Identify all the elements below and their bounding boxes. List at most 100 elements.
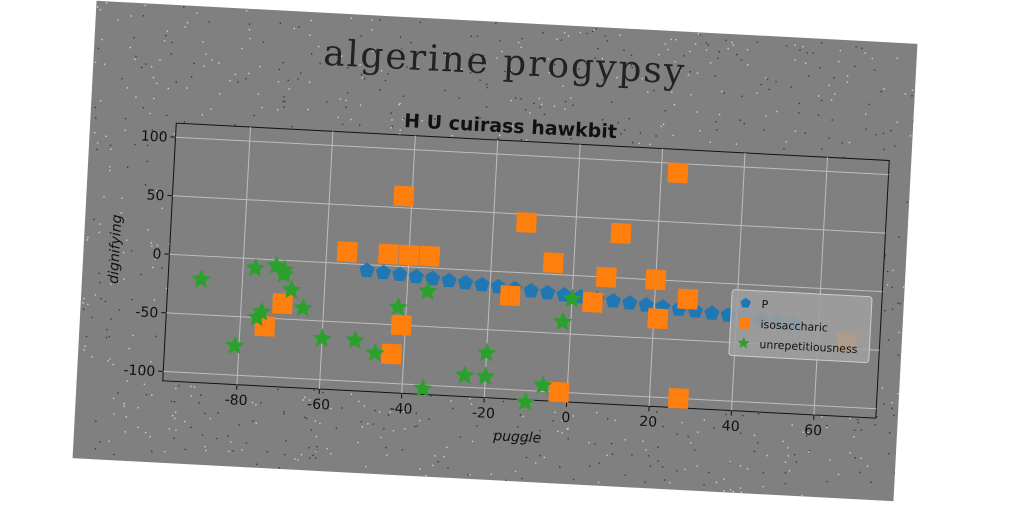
noise-dot	[123, 278, 125, 280]
y-tick-label: 50	[146, 187, 165, 204]
noise-dot	[883, 148, 885, 151]
x-grid-line	[318, 131, 334, 390]
noise-dot	[249, 37, 251, 40]
noise-dot	[729, 461, 731, 463]
noise-dot	[595, 28, 597, 30]
noise-dot	[828, 137, 830, 139]
data-marks	[191, 162, 858, 411]
point-star	[418, 280, 438, 301]
noise-dot	[641, 77, 644, 80]
noise-dot	[140, 66, 143, 69]
noise-dot	[387, 414, 390, 416]
point-square	[647, 308, 669, 330]
noise-dot	[335, 427, 338, 430]
noise-dot	[563, 108, 566, 110]
noise-dot	[533, 102, 535, 105]
noise-dot	[137, 407, 139, 409]
noise-dot	[812, 52, 815, 54]
noise-dot	[606, 40, 608, 42]
noise-dot	[642, 424, 645, 427]
noise-dot	[542, 31, 544, 34]
noise-dot	[124, 129, 127, 131]
noise-dot	[297, 459, 299, 461]
y-axis-ticks: -100 -50 0 50 100	[123, 128, 176, 380]
noise-dot	[707, 44, 710, 46]
noise-dot	[882, 132, 885, 135]
noise-dot	[883, 88, 885, 90]
noise-dot	[657, 460, 659, 462]
noise-dot	[161, 207, 164, 209]
noise-dot	[595, 411, 598, 414]
noise-dot	[619, 34, 621, 36]
noise-dot	[450, 400, 452, 402]
noise-dot	[319, 422, 321, 425]
point-pentagon	[392, 266, 408, 282]
noise-dot	[562, 85, 564, 87]
noise-dot	[261, 106, 264, 109]
noise-dot	[130, 15, 132, 17]
noise-dot	[604, 35, 607, 37]
point-star	[266, 255, 287, 275]
noise-dot	[525, 456, 528, 459]
noise-dot	[403, 410, 405, 413]
noise-dot	[699, 130, 701, 132]
noise-dot	[856, 418, 859, 421]
noise-dot	[171, 41, 173, 44]
noise-dot	[846, 75, 849, 77]
noise-dot	[165, 287, 168, 290]
noise-dot	[434, 118, 436, 120]
noise-dot	[756, 442, 759, 444]
noise-dot	[110, 148, 112, 150]
noise-dot	[896, 121, 899, 124]
noise-dot	[326, 101, 328, 103]
noise-dot	[525, 139, 528, 141]
noise-dot	[880, 90, 882, 93]
noise-dot	[145, 393, 148, 396]
noise-dot	[893, 414, 895, 417]
noise-dot	[166, 114, 168, 117]
noise-dot	[911, 89, 914, 91]
noise-dot	[739, 119, 742, 121]
noise-dot	[414, 425, 416, 428]
noise-dot	[105, 2, 108, 4]
noise-dot	[510, 99, 513, 102]
noise-dot	[765, 77, 767, 79]
noise-dot	[104, 63, 106, 65]
point-pentagon	[408, 268, 424, 284]
noise-dot	[173, 133, 176, 135]
noise-dot	[830, 99, 833, 101]
point-star	[245, 257, 266, 277]
noise-dot	[363, 405, 366, 407]
point-square	[390, 314, 412, 336]
noise-dot	[339, 98, 342, 100]
noise-dot	[784, 482, 787, 485]
noise-dot	[84, 345, 86, 348]
noise-dot	[519, 414, 522, 416]
noise-dot	[740, 491, 743, 494]
noise-dot	[350, 17, 353, 19]
noise-dot	[723, 478, 725, 480]
noise-dot	[502, 400, 505, 403]
noise-dot	[173, 400, 176, 403]
noise-dot	[647, 91, 649, 93]
point-square	[610, 222, 632, 244]
noise-dot	[566, 428, 569, 430]
noise-dot	[680, 69, 682, 71]
noise-dot	[656, 411, 658, 413]
noise-dot	[672, 134, 674, 137]
noise-dot	[593, 29, 595, 31]
noise-dot	[849, 417, 851, 420]
noise-dot	[363, 69, 366, 71]
x-axis-label: puggle	[492, 428, 542, 447]
noise-dot	[631, 64, 633, 66]
noise-dot	[95, 117, 97, 119]
noise-dot	[99, 440, 101, 443]
noise-dot	[746, 64, 749, 66]
x-grid-line	[236, 127, 251, 385]
noise-dot	[308, 81, 311, 83]
noise-dot	[689, 70, 692, 73]
noise-dot	[561, 419, 563, 421]
noise-dot	[864, 52, 867, 54]
noise-dot	[98, 272, 100, 275]
noise-dot	[87, 303, 89, 306]
